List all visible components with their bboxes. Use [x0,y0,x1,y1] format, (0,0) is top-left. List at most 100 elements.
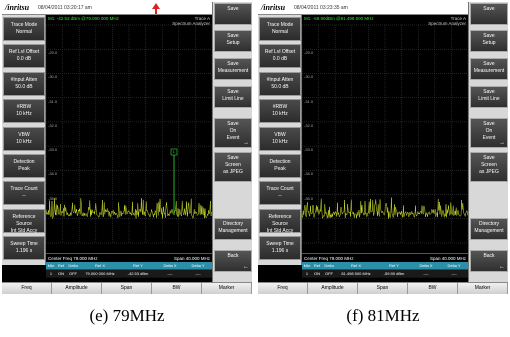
softkey-button[interactable]: Back ← [470,250,508,272]
bottom-tab-bw[interactable]: BW [152,283,202,294]
setting-box[interactable]: #Input Atten 50.0 dB [259,71,301,96]
softkey-button[interactable]: Save Limit Line [470,86,508,108]
marker-table: Mkr Ref Delta Ref X Ref Y Delta X Delta Y 1 ON O… [46,262,212,278]
bottom-tab-bw[interactable]: BW [408,283,458,294]
setting-box[interactable]: #RBW 10 kHz [259,99,301,124]
setting-box[interactable]: Trace Mode Normal [3,17,45,41]
softkey-button[interactable]: Save On Event → [470,118,508,148]
marker-table-header: Mkr Ref Delta Ref X Ref Y Delta X Delta Y [302,262,468,269]
softkey-button[interactable]: Save Measurement [470,58,508,80]
caption-e: (e) 79MHz [89,306,165,325]
trace-label: Trace A [194,16,210,21]
bottom-tab-marker[interactable]: Marker [202,283,252,294]
center-frequency: Center Freq 79.000 MHz [48,256,98,261]
softkey-label: Event [226,135,240,141]
datetime: 08/04/2011 03:20:17 am [38,5,92,11]
grid-level-label: -32.0 [304,122,314,128]
bottom-tab-amplitude[interactable]: Amplitude [308,283,358,294]
bottom-tab-amplitude[interactable]: Amplitude [52,283,102,294]
setting-value: 50.0 dB [15,83,33,90]
title-bar: /inritsu 08/04/2011 03:20:17 am [2,2,212,15]
softkey-button[interactable]: Directory Management [214,218,252,240]
softkey-label: Directory [222,221,243,227]
bottom-tab-marker[interactable]: Marker [458,283,508,294]
bottom-tab-span[interactable]: Span [102,283,152,294]
marker-table-cell: -42.53 dBm [127,271,149,276]
settings-column: Trace Mode Normal Ref Lvl Offset 0.0 dB #Inp… [258,15,302,265]
setting-value: Peak [274,166,286,172]
setting-label: Sweep Time [266,241,294,248]
softkey-label: Save [483,121,495,127]
setting-box[interactable]: Reference Source Int Std Accy [3,208,45,234]
softkey-label: Management [218,228,248,234]
marker-table-header-cell: Mkr [47,263,55,268]
setting-box[interactable]: Sweep Time 1.196 s [259,236,301,261]
setting-label: Trace Count [10,186,38,193]
spectrum-graph [46,24,212,244]
softkey-label: Screen [225,162,241,168]
softkey-button[interactable]: Save Screen as JPEG [470,152,508,182]
setting-box[interactable]: Trace Mode Normal [259,17,301,41]
marker-table-cell: 1 [49,271,53,276]
softkey-button[interactable]: Save Limit Line [214,86,252,108]
marker-table-row[interactable]: 1 ON OFF 81.498 500 MHz -59.90 dBm ---- ---- [302,269,468,277]
marker-readout: M1: -59.90dBm @81.498 500 MHz [304,16,374,21]
setting-label: VBW [274,131,286,138]
softkey-button[interactable]: Save [214,3,252,25]
marker-table-cell: ---- [423,271,429,276]
setting-box[interactable]: VBW 10 kHz [259,126,301,151]
spectrum-plot[interactable]: M1: -42.53 dBm @79.000 000 MHz Trace A S… [46,15,212,253]
bottom-tab-freq[interactable]: Freq [2,283,52,294]
setting-box[interactable]: #RBW 10 kHz [3,99,45,124]
setting-box[interactable]: Detection Peak [259,154,301,178]
softkey-label: Save [483,61,495,67]
bottom-menu: Freq Amplitude Span BW Marker [2,282,252,294]
setting-box[interactable]: #Input Atten 50.0 dB [3,71,45,96]
setting-value: 50.0 dB [271,83,289,90]
mode-label: Spectrum Analyzer [428,21,466,26]
softkey-button[interactable]: Save Screen as JPEG [214,152,252,182]
setting-label: #RBW [272,104,288,111]
setting-box[interactable]: Sweep Time 1.196 s [3,236,45,261]
marker-table-row[interactable]: 1 ON OFF 79.000 000 MHz -42.53 dBm ---- ---- [46,269,212,277]
softkey-button[interactable]: Save [470,3,508,25]
setting-box[interactable]: Trace Count -- [259,181,301,206]
noise-trace [302,197,468,219]
softkey-button[interactable]: Directory Management [470,218,508,240]
softkey-label: Back [483,253,495,259]
setting-value: 1.196 s [15,248,33,255]
setting-value: -- [278,193,282,200]
softkey-label: as JPEG [223,169,243,175]
setting-label: Sweep Time [10,241,38,248]
caption-f: (f) 81MHz [346,306,420,325]
setting-box[interactable]: Ref Lvl Offset 0.0 dB [259,44,301,69]
marker-box[interactable] [170,148,178,156]
softkey-button[interactable]: Back ← [214,250,252,272]
setting-box[interactable]: Ref Lvl Offset 0.0 dB [3,44,45,69]
marker-table-header-cell: Ref [57,263,65,268]
marker-table-header-cell: Delta [324,263,334,268]
arrow-right-icon: → [243,140,249,146]
spectrum-plot[interactable]: M1: -59.90dBm @81.498 500 MHz Trace A Sp… [302,15,468,253]
setting-label: VBW [18,131,30,138]
softkey-button[interactable]: Save Setup [470,30,508,52]
setting-label: #Input Atten [10,76,38,83]
setting-box[interactable]: Detection Peak [3,154,45,178]
marker-table-cell: 81.498 500 MHz [341,271,371,276]
setting-label: #RBW [16,104,32,111]
marker-table-header-cell: Ref [313,263,321,268]
setting-box[interactable]: Trace Count -- [3,181,45,206]
softkey-button[interactable]: Save Setup [214,30,252,52]
trace-label: Trace A [450,16,466,21]
trace-info: Trace A Spectrum Analyzer [428,16,466,26]
noise-trace [46,197,212,220]
softkey-button[interactable]: Save Measurement [214,58,252,80]
softkey-column: Save Save Setup Save Measurement Save Limit Li… [212,2,252,282]
softkey-label: Back [227,253,239,259]
bottom-tab-freq[interactable]: Freq [258,283,308,294]
bottom-tab-span[interactable]: Span [358,283,408,294]
softkey-label: Save [227,89,239,95]
setting-box[interactable]: Reference Source Int Std Accy [259,208,301,234]
setting-box[interactable]: VBW 10 kHz [3,126,45,151]
softkey-button[interactable]: Save On Event → [214,118,252,148]
